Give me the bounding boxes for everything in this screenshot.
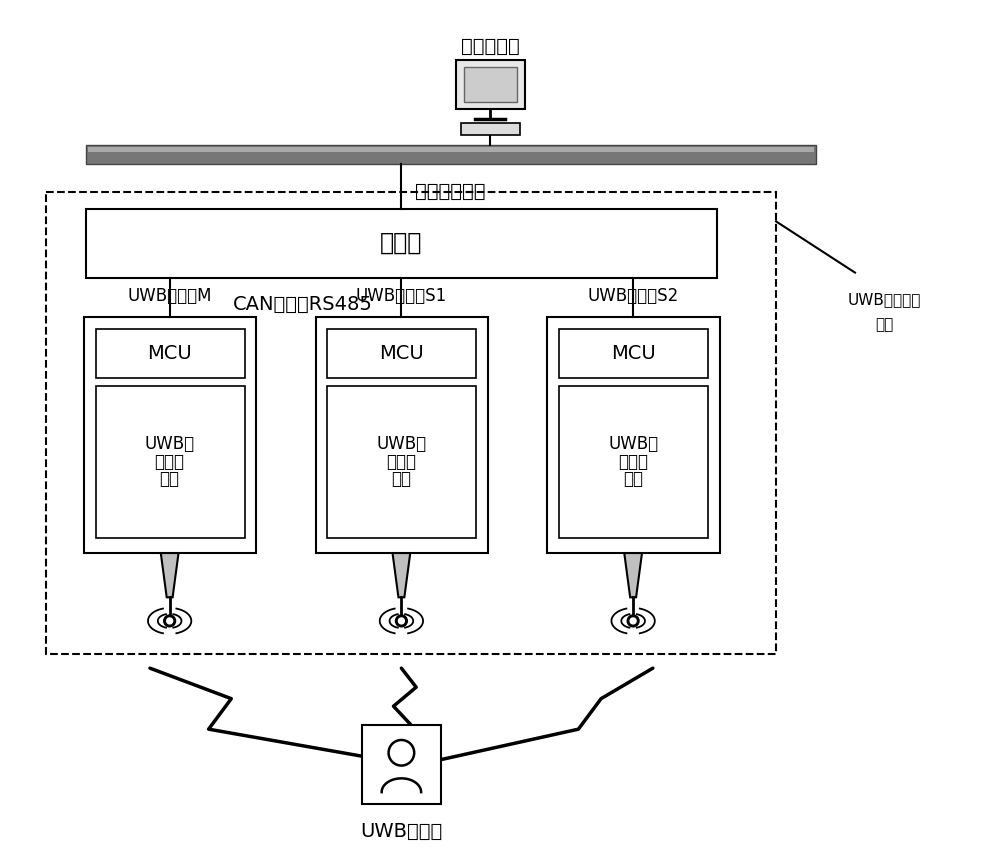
Circle shape [398,618,404,624]
Text: 线收发: 线收发 [155,452,185,471]
Text: 单元: 单元 [875,317,894,332]
Bar [461,123,520,135]
Circle shape [630,618,636,624]
Polygon shape [393,553,410,598]
Text: UWB无: UWB无 [376,435,426,452]
Text: 模块: 模块 [160,471,180,488]
Text: MCU: MCU [147,343,192,362]
Bar [362,725,441,804]
Text: UWB定位基站: UWB定位基站 [848,292,921,307]
Text: CAN总线或RS485: CAN总线或RS485 [233,295,373,314]
Text: 以太网或光纤: 以太网或光纤 [415,183,486,201]
Polygon shape [161,553,179,598]
Text: UWB无: UWB无 [145,435,195,452]
Bar [46,192,776,655]
Circle shape [164,615,176,627]
Text: 定位服务器: 定位服务器 [461,36,520,55]
Bar [547,317,720,553]
Bar [464,67,517,102]
Text: UWB无: UWB无 [608,435,658,452]
Text: 集控器: 集控器 [380,231,423,255]
Bar [327,386,476,538]
Text: UWB定位器S2: UWB定位器S2 [588,287,679,305]
Circle shape [627,615,639,627]
Circle shape [167,618,173,624]
Polygon shape [624,553,642,598]
Bar [84,317,256,553]
Text: MCU: MCU [379,343,424,362]
Bar [559,329,708,378]
Text: UWB识别卡: UWB识别卡 [360,822,443,841]
Bar [86,208,717,278]
Text: UWB定位器S1: UWB定位器S1 [356,287,447,305]
Bar [327,329,476,378]
Bar [88,147,814,151]
Circle shape [395,615,407,627]
Bar [96,386,245,538]
Bar [86,144,816,164]
Text: 模块: 模块 [623,471,643,488]
Bar [559,386,708,538]
Text: UWB定位器M: UWB定位器M [127,287,212,305]
Bar [316,317,488,553]
Bar [456,60,525,109]
Bar [96,329,245,378]
Text: 线收发: 线收发 [618,452,648,471]
Text: 线收发: 线收发 [386,452,416,471]
Text: MCU: MCU [611,343,656,362]
Text: 模块: 模块 [391,471,411,488]
